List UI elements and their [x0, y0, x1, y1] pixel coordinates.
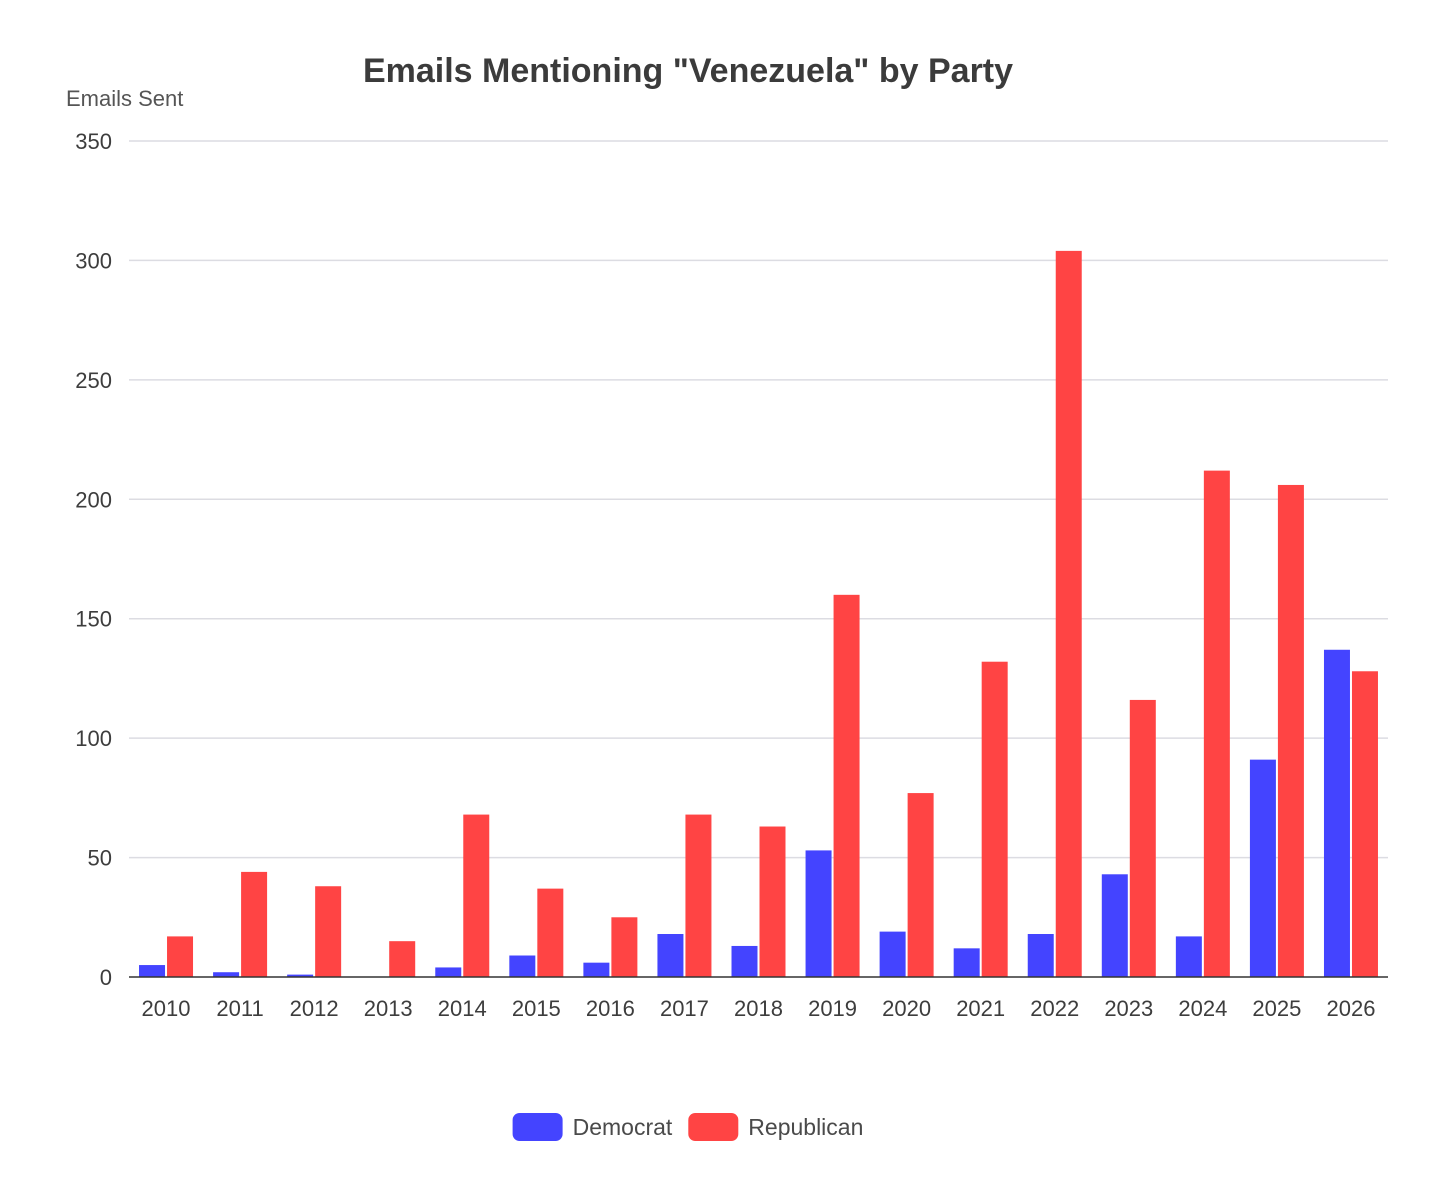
x-tick-label: 2017 [660, 996, 709, 1021]
bars [139, 250, 1378, 978]
bar-republican-2010[interactable] [167, 936, 194, 977]
bar-democrat-2011[interactable] [213, 972, 240, 977]
gridlines [129, 140, 1388, 859]
bar-democrat-2021[interactable] [953, 948, 980, 977]
bar-republican-2019[interactable] [833, 594, 860, 977]
legend-swatch-republican[interactable] [688, 1113, 739, 1141]
bar-democrat-2016[interactable] [583, 962, 610, 977]
legend-label-democrat: Democrat [573, 1114, 673, 1140]
x-tick-label: 2015 [512, 996, 561, 1021]
bar-democrat-2026[interactable] [1323, 649, 1350, 977]
bar-democrat-2023[interactable] [1101, 874, 1128, 977]
legend-label-republican: Republican [748, 1114, 863, 1140]
x-tick-label: 2024 [1178, 996, 1227, 1021]
chart-title: Emails Mentioning "Venezuela" by Party [363, 52, 1013, 90]
y-tick-label: 100 [75, 726, 112, 751]
y-axis-title: Emails Sent [66, 86, 183, 111]
x-tick-label: 2016 [586, 996, 635, 1021]
bar-republican-2017[interactable] [685, 814, 712, 977]
bar-republican-2013[interactable] [389, 941, 416, 977]
x-tick-label: 2021 [956, 996, 1005, 1021]
x-tick-label: 2010 [142, 996, 191, 1021]
legend: Democrat Republican [512, 1113, 863, 1141]
bar-republican-2014[interactable] [463, 814, 490, 977]
bar-republican-2015[interactable] [537, 888, 564, 977]
x-tick-label: 2025 [1252, 996, 1301, 1021]
x-tick-label: 2023 [1104, 996, 1153, 1021]
bar-democrat-2010[interactable] [139, 965, 166, 977]
bar-republican-2016[interactable] [611, 917, 638, 977]
bar-democrat-2014[interactable] [435, 967, 462, 977]
bar-republican-2022[interactable] [1055, 250, 1082, 978]
bar-democrat-2017[interactable] [657, 934, 684, 977]
x-tick-label: 2012 [290, 996, 339, 1021]
bar-republican-2018[interactable] [759, 826, 786, 977]
x-tick-label: 2011 [216, 996, 263, 1021]
bar-democrat-2025[interactable] [1249, 759, 1276, 977]
bar-republican-2020[interactable] [907, 793, 934, 977]
bar-democrat-2024[interactable] [1175, 936, 1202, 977]
y-tick-label: 0 [100, 965, 112, 990]
y-tick-label: 50 [88, 846, 112, 871]
x-tick-label: 2022 [1030, 996, 1079, 1021]
x-axis-ticks: 2010 2011 2012 2013 2014 2015 2016 2017 2018 2019… [142, 996, 1376, 1021]
x-tick-label: 2020 [882, 996, 931, 1021]
bar-republican-2021[interactable] [981, 661, 1008, 977]
bar-republican-2011[interactable] [241, 871, 268, 977]
bar-democrat-2018[interactable] [731, 945, 758, 977]
x-tick-label: 2019 [808, 996, 857, 1021]
y-tick-label: 300 [75, 248, 112, 273]
bar-republican-2025[interactable] [1277, 484, 1304, 977]
x-tick-label: 2013 [364, 996, 413, 1021]
legend-swatch-democrat[interactable] [512, 1113, 563, 1141]
x-tick-label: 2018 [734, 996, 783, 1021]
bar-democrat-2020[interactable] [879, 931, 906, 977]
x-tick-label: 2026 [1326, 996, 1375, 1021]
y-tick-label: 200 [75, 487, 112, 512]
y-tick-label: 250 [75, 368, 112, 393]
bar-democrat-2022[interactable] [1027, 934, 1054, 977]
y-tick-label: 150 [75, 607, 112, 632]
bar-republican-2024[interactable] [1203, 470, 1230, 977]
bar-democrat-2012[interactable] [287, 974, 314, 977]
bar-democrat-2015[interactable] [509, 955, 536, 977]
bar-democrat-2019[interactable] [805, 850, 832, 977]
bar-republican-2012[interactable] [315, 886, 342, 977]
x-tick-label: 2014 [438, 996, 487, 1021]
bar-republican-2023[interactable] [1129, 699, 1156, 977]
y-axis-ticks: 0 50 100 150 200 250 300 350 [75, 129, 112, 990]
y-tick-label: 350 [75, 129, 112, 154]
bar-republican-2026[interactable] [1351, 671, 1378, 977]
